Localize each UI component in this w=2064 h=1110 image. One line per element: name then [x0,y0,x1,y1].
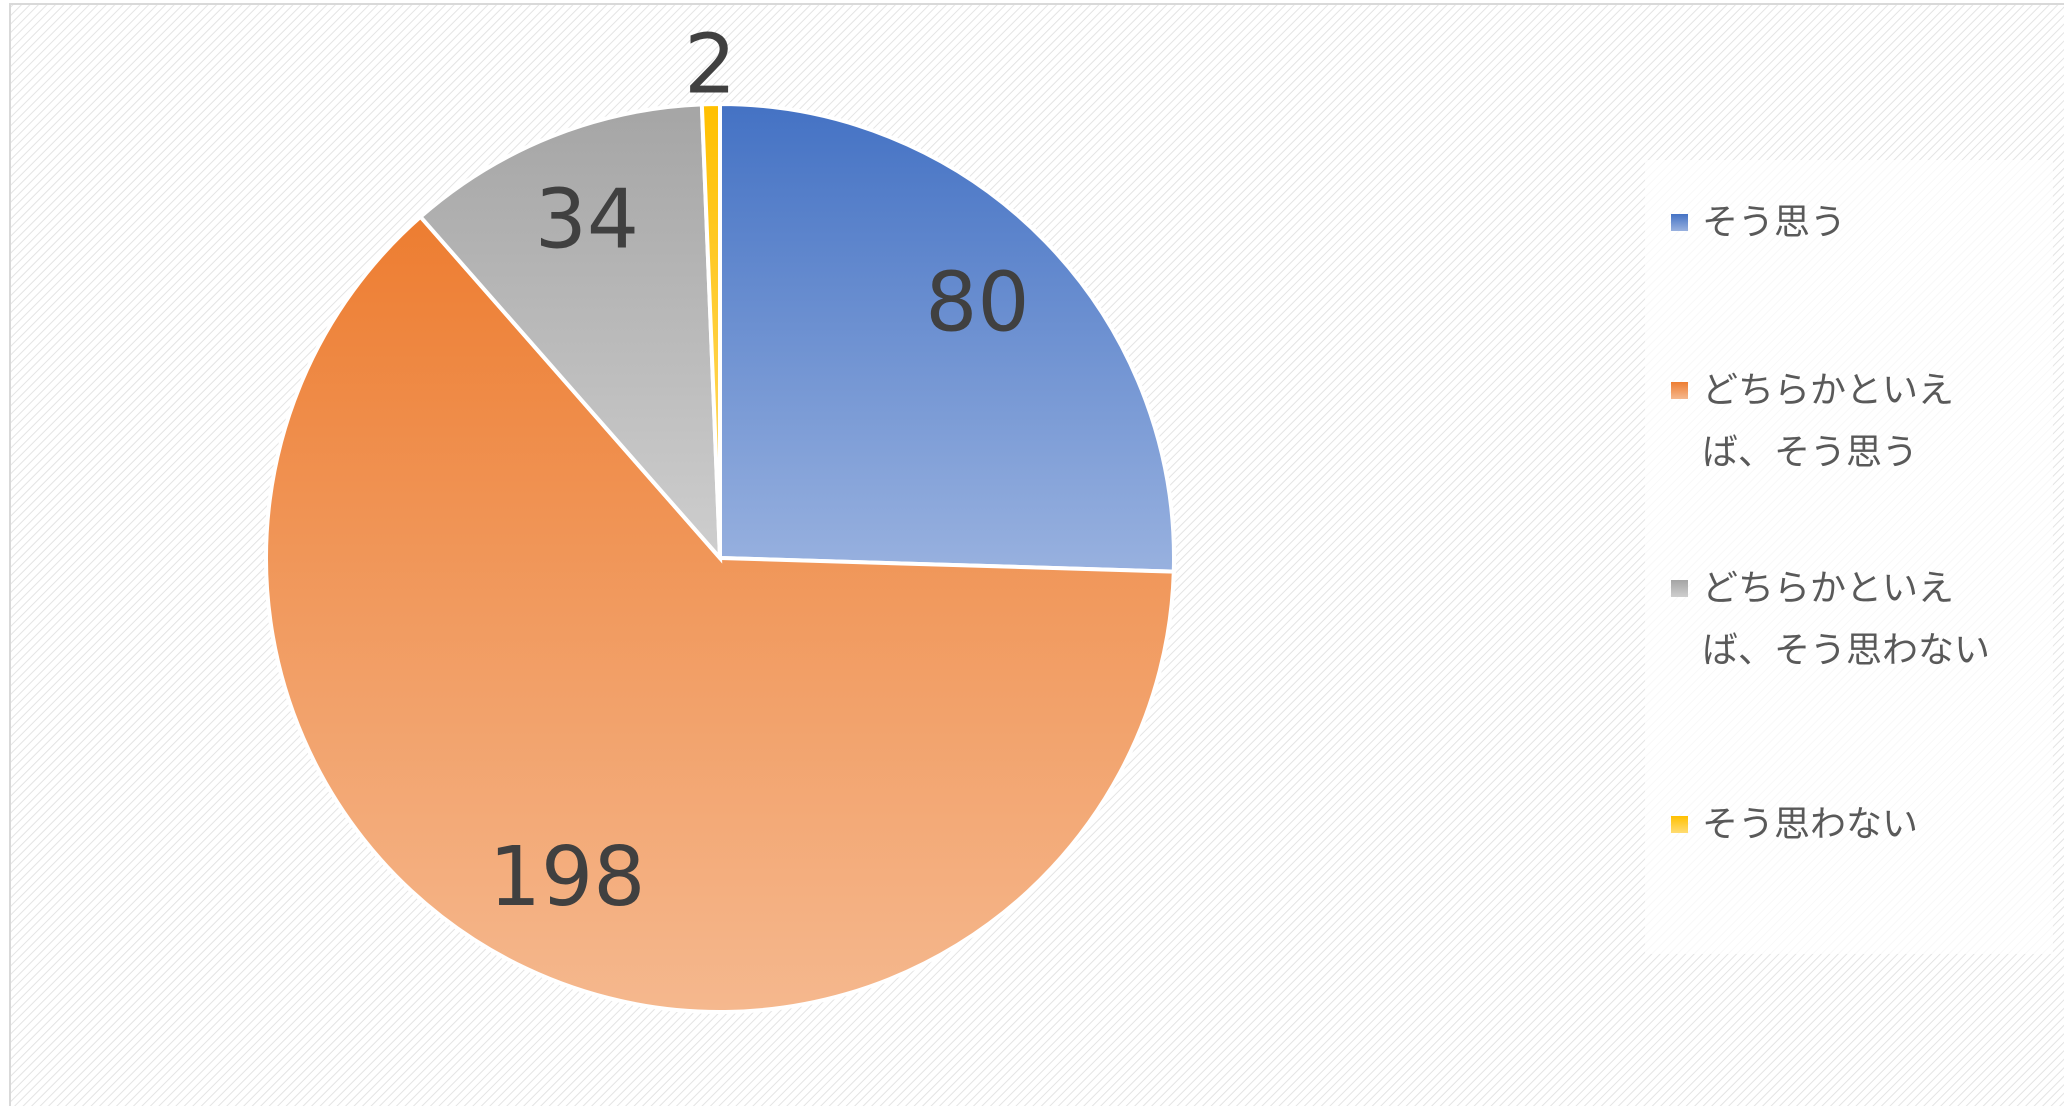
pie-slice [699,101,722,559]
data-label: 34 [535,172,639,267]
pie-slice [264,213,1176,1014]
legend-item: そう思わない [1671,794,2011,856]
pie-slice [718,101,1176,574]
data-label: 2 [684,18,736,113]
legend-swatch [1671,580,1688,597]
legend-item: どちらかといえば、そう思う [1671,360,2011,484]
legend: そう思うどちらかといえば、そう思う どちらかといえば、そう思わないそう思わない [1645,160,2053,954]
legend-swatch [1671,382,1688,399]
legend-label: そう思う [1702,202,1847,243]
legend-label: そう思わない [1702,804,1919,845]
data-label: 80 [925,256,1029,351]
legend-swatch [1671,214,1688,231]
data-label: 198 [489,830,646,925]
legend-label: どちらかといえば、そう思わない [1702,568,1991,671]
legend-item: どちらかといえば、そう思わない [1671,558,2011,682]
legend-label: どちらかといえば、そう思う [1702,370,1955,473]
legend-item: そう思う [1671,192,2011,254]
pie-slice [417,102,723,564]
legend-swatch [1671,816,1688,833]
